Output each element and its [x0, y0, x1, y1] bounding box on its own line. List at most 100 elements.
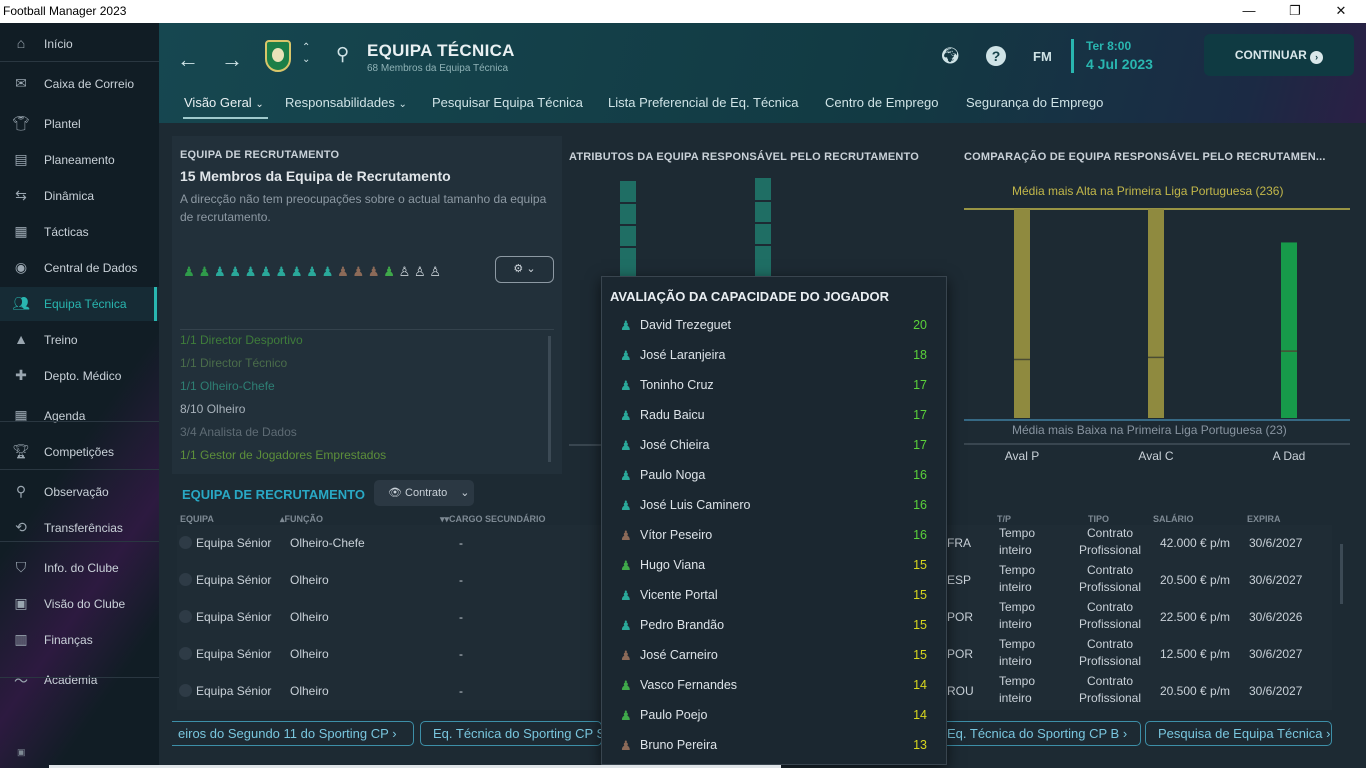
- sidebar-item-7[interactable]: ◉ Central de Dados: [0, 251, 159, 285]
- popup-row[interactable]: ♟ José Chieira 17: [602, 430, 948, 460]
- cell-expires: 30/6/2026: [1249, 610, 1303, 624]
- row-select-checkbox[interactable]: [179, 684, 192, 697]
- close-button[interactable]: ✕: [1335, 3, 1347, 18]
- cell-tp: Tempo inteiro: [999, 562, 1035, 596]
- home-icon: ⌂: [16, 35, 26, 51]
- staff-figure-icon: ♙: [414, 264, 426, 279]
- sidebar-item-16[interactable]: ▣ Visão do Clube: [0, 587, 159, 621]
- bottom-link-2[interactable]: Eq. Técnica do Sporting CP S ›: [420, 721, 602, 746]
- horizontal-scrollbar[interactable]: [49, 765, 781, 768]
- popup-row[interactable]: ♟ Vítor Peseiro 16: [602, 520, 948, 550]
- role-item[interactable]: 1/1 Director Desportivo: [180, 333, 303, 347]
- col-type[interactable]: TIPO: [1088, 514, 1110, 524]
- comparison-chart: Aval P Aval C A Dad: [964, 208, 1350, 463]
- sidebar-item-9[interactable]: ▲ Treino: [0, 323, 159, 357]
- popup-row[interactable]: ♟ Bruno Pereira 13: [602, 730, 948, 760]
- popup-row[interactable]: ♟ Hugo Viana 15: [602, 550, 948, 580]
- role-item[interactable]: 3/4 Analista de Dados: [180, 425, 297, 439]
- sidebar-item-5[interactable]: ⇆ Dinâmica: [0, 179, 159, 213]
- sidebar-item-10[interactable]: ✚ Depto. Médico: [0, 359, 159, 393]
- tab-2[interactable]: Responsabilidades ⌄: [285, 95, 407, 110]
- person-icon: ♟: [620, 498, 632, 513]
- staff-filter-dropdown[interactable]: ⚙ ⌄: [495, 256, 554, 283]
- table-scrollbar[interactable]: [1340, 544, 1343, 604]
- bottom-link-3[interactable]: Eq. Técnica do Sporting CP B ›: [934, 721, 1141, 746]
- popup-row[interactable]: ♟ Paulo Noga 16: [602, 460, 948, 490]
- popup-row[interactable]: ♟ Radu Baicu 17: [602, 400, 948, 430]
- tab-3[interactable]: Pesquisar Equipa Técnica: [432, 95, 583, 110]
- maximize-button[interactable]: ❐: [1289, 3, 1301, 18]
- col-role[interactable]: ▴FUNÇÃO: [280, 514, 323, 525]
- attributes-chart-title: ATRIBUTOS DA EQUIPA RESPONSÁVEL PELO REC…: [569, 151, 920, 163]
- recruitment-heading: 15 Membros da Equipa de Recrutamento: [180, 168, 451, 184]
- tab-1[interactable]: Visão Geral ⌄: [183, 95, 268, 119]
- cell-type-line2: Profissional: [1078, 543, 1142, 557]
- col-tp[interactable]: T/P: [997, 514, 1012, 524]
- popup-row-name: Radu Baicu: [640, 408, 705, 422]
- cell-tp: Tempo inteiro: [999, 525, 1035, 559]
- sidebar-item-18[interactable]: 〜 Academia: [0, 663, 159, 697]
- sidebar-item-14[interactable]: ⟲ Transferências: [0, 511, 159, 545]
- role-item[interactable]: 1/1 Olheiro-Chefe: [180, 379, 275, 393]
- popup-row[interactable]: ♟ José Luis Caminero 16: [602, 490, 948, 520]
- club-crest-icon[interactable]: [265, 40, 291, 72]
- view-dropdown[interactable]: 👁︎ Contrato ⌄: [374, 480, 474, 506]
- row-select-checkbox[interactable]: [179, 573, 192, 586]
- role-item[interactable]: 8/10 Olheiro: [180, 402, 246, 416]
- popup-row[interactable]: ♟ José Carneiro 15: [602, 640, 948, 670]
- popup-row[interactable]: ♟ Vasco Fernandes 14: [602, 670, 948, 700]
- sidebar-item-label: Dinâmica: [44, 189, 95, 203]
- fm-menu-button[interactable]: FM: [1033, 49, 1052, 64]
- globe-icon[interactable]: 🌍︎: [940, 48, 961, 65]
- col-secondary[interactable]: ▾▾CARGO SECUNDÁRIO: [440, 514, 546, 525]
- sidebar-item-11[interactable]: ▦ Agenda: [0, 399, 159, 433]
- calendar-icon: ▦: [14, 407, 28, 423]
- minimize-button[interactable]: —: [1242, 3, 1256, 18]
- sidebar-item-15[interactable]: ⛉ Info. do Clube: [0, 551, 159, 585]
- sidebar-item-2[interactable]: ✉ Caixa de Correio: [0, 67, 159, 101]
- role-item[interactable]: 1/1 Gestor de Jogadores Emprestados: [180, 448, 387, 462]
- forward-arrow-icon[interactable]: →: [221, 47, 243, 72]
- popup-row[interactable]: ♟ Pedro Brandão 15: [602, 610, 948, 640]
- continue-button[interactable]: CONTINUAR ›: [1204, 34, 1354, 76]
- sidebar-item-13[interactable]: ⚲ Observação: [0, 475, 159, 509]
- cell-type: Contrato Profissional: [1068, 525, 1152, 559]
- bottom-link-1[interactable]: eiros do Segundo 11 do Sporting CP ›: [172, 721, 414, 746]
- role-item[interactable]: 1/1 Director Técnico: [180, 356, 288, 370]
- staff-figure-icon: ♟: [290, 264, 303, 279]
- help-icon[interactable]: ?: [986, 46, 1006, 66]
- tab-6[interactable]: Segurança do Emprego: [966, 95, 1103, 110]
- cell-team: Equipa Sénior: [196, 573, 272, 587]
- comparison-bar-3: [1281, 242, 1297, 418]
- tab-4[interactable]: Lista Preferencial de Eq. Técnica: [608, 95, 799, 110]
- col-expires[interactable]: EXPIRA: [1247, 514, 1281, 524]
- sidebar-item-label: Observação: [44, 485, 109, 499]
- tab-5[interactable]: Centro de Emprego: [825, 95, 938, 110]
- row-select-checkbox[interactable]: [179, 647, 192, 660]
- sidebar-item-17[interactable]: ▥ Finanças: [0, 623, 159, 657]
- divider: [180, 329, 554, 330]
- cell-tp: Tempo inteiro: [999, 599, 1035, 633]
- row-select-checkbox[interactable]: [179, 610, 192, 623]
- bottom-link-4[interactable]: Pesquisa de Equipa Técnica ›: [1145, 721, 1332, 746]
- search-icon[interactable]: ⚲: [336, 44, 350, 64]
- sidebar-item-1[interactable]: ⌂ Início: [0, 27, 159, 61]
- back-arrow-icon[interactable]: ←: [177, 47, 199, 72]
- popup-row[interactable]: ♟ José Laranjeira 18: [602, 340, 948, 370]
- popup-row[interactable]: ♟ Toninho Cruz 17: [602, 370, 948, 400]
- row-select-checkbox[interactable]: [179, 536, 192, 549]
- sidebar-item-label: Info. do Clube: [44, 561, 119, 575]
- col-salary[interactable]: SALÁRIO: [1153, 514, 1194, 524]
- sidebar-item-4[interactable]: ▤ Planeamento: [0, 143, 159, 177]
- sidebar-item-8[interactable]: 👥︎ Equipa Técnica: [0, 287, 159, 321]
- club-switch-icon[interactable]: ⌃ ⌄: [302, 42, 311, 65]
- popup-row[interactable]: ♟ Paulo Poejo 14: [602, 700, 948, 730]
- person-icon: ♟: [620, 408, 632, 423]
- sidebar-item-12[interactable]: 🏆︎ Competições: [0, 435, 159, 469]
- sidebar-item-3[interactable]: 👕︎ Plantel: [0, 107, 159, 141]
- sidebar-item-6[interactable]: ▦ Tácticas: [0, 215, 159, 249]
- popup-row[interactable]: ♟ David Trezeguet 20: [602, 310, 948, 340]
- role-list-scrollbar[interactable]: [548, 336, 551, 462]
- popup-row[interactable]: ♟ Vicente Portal 15: [602, 580, 948, 610]
- col-team[interactable]: EQUIPA: [180, 514, 214, 524]
